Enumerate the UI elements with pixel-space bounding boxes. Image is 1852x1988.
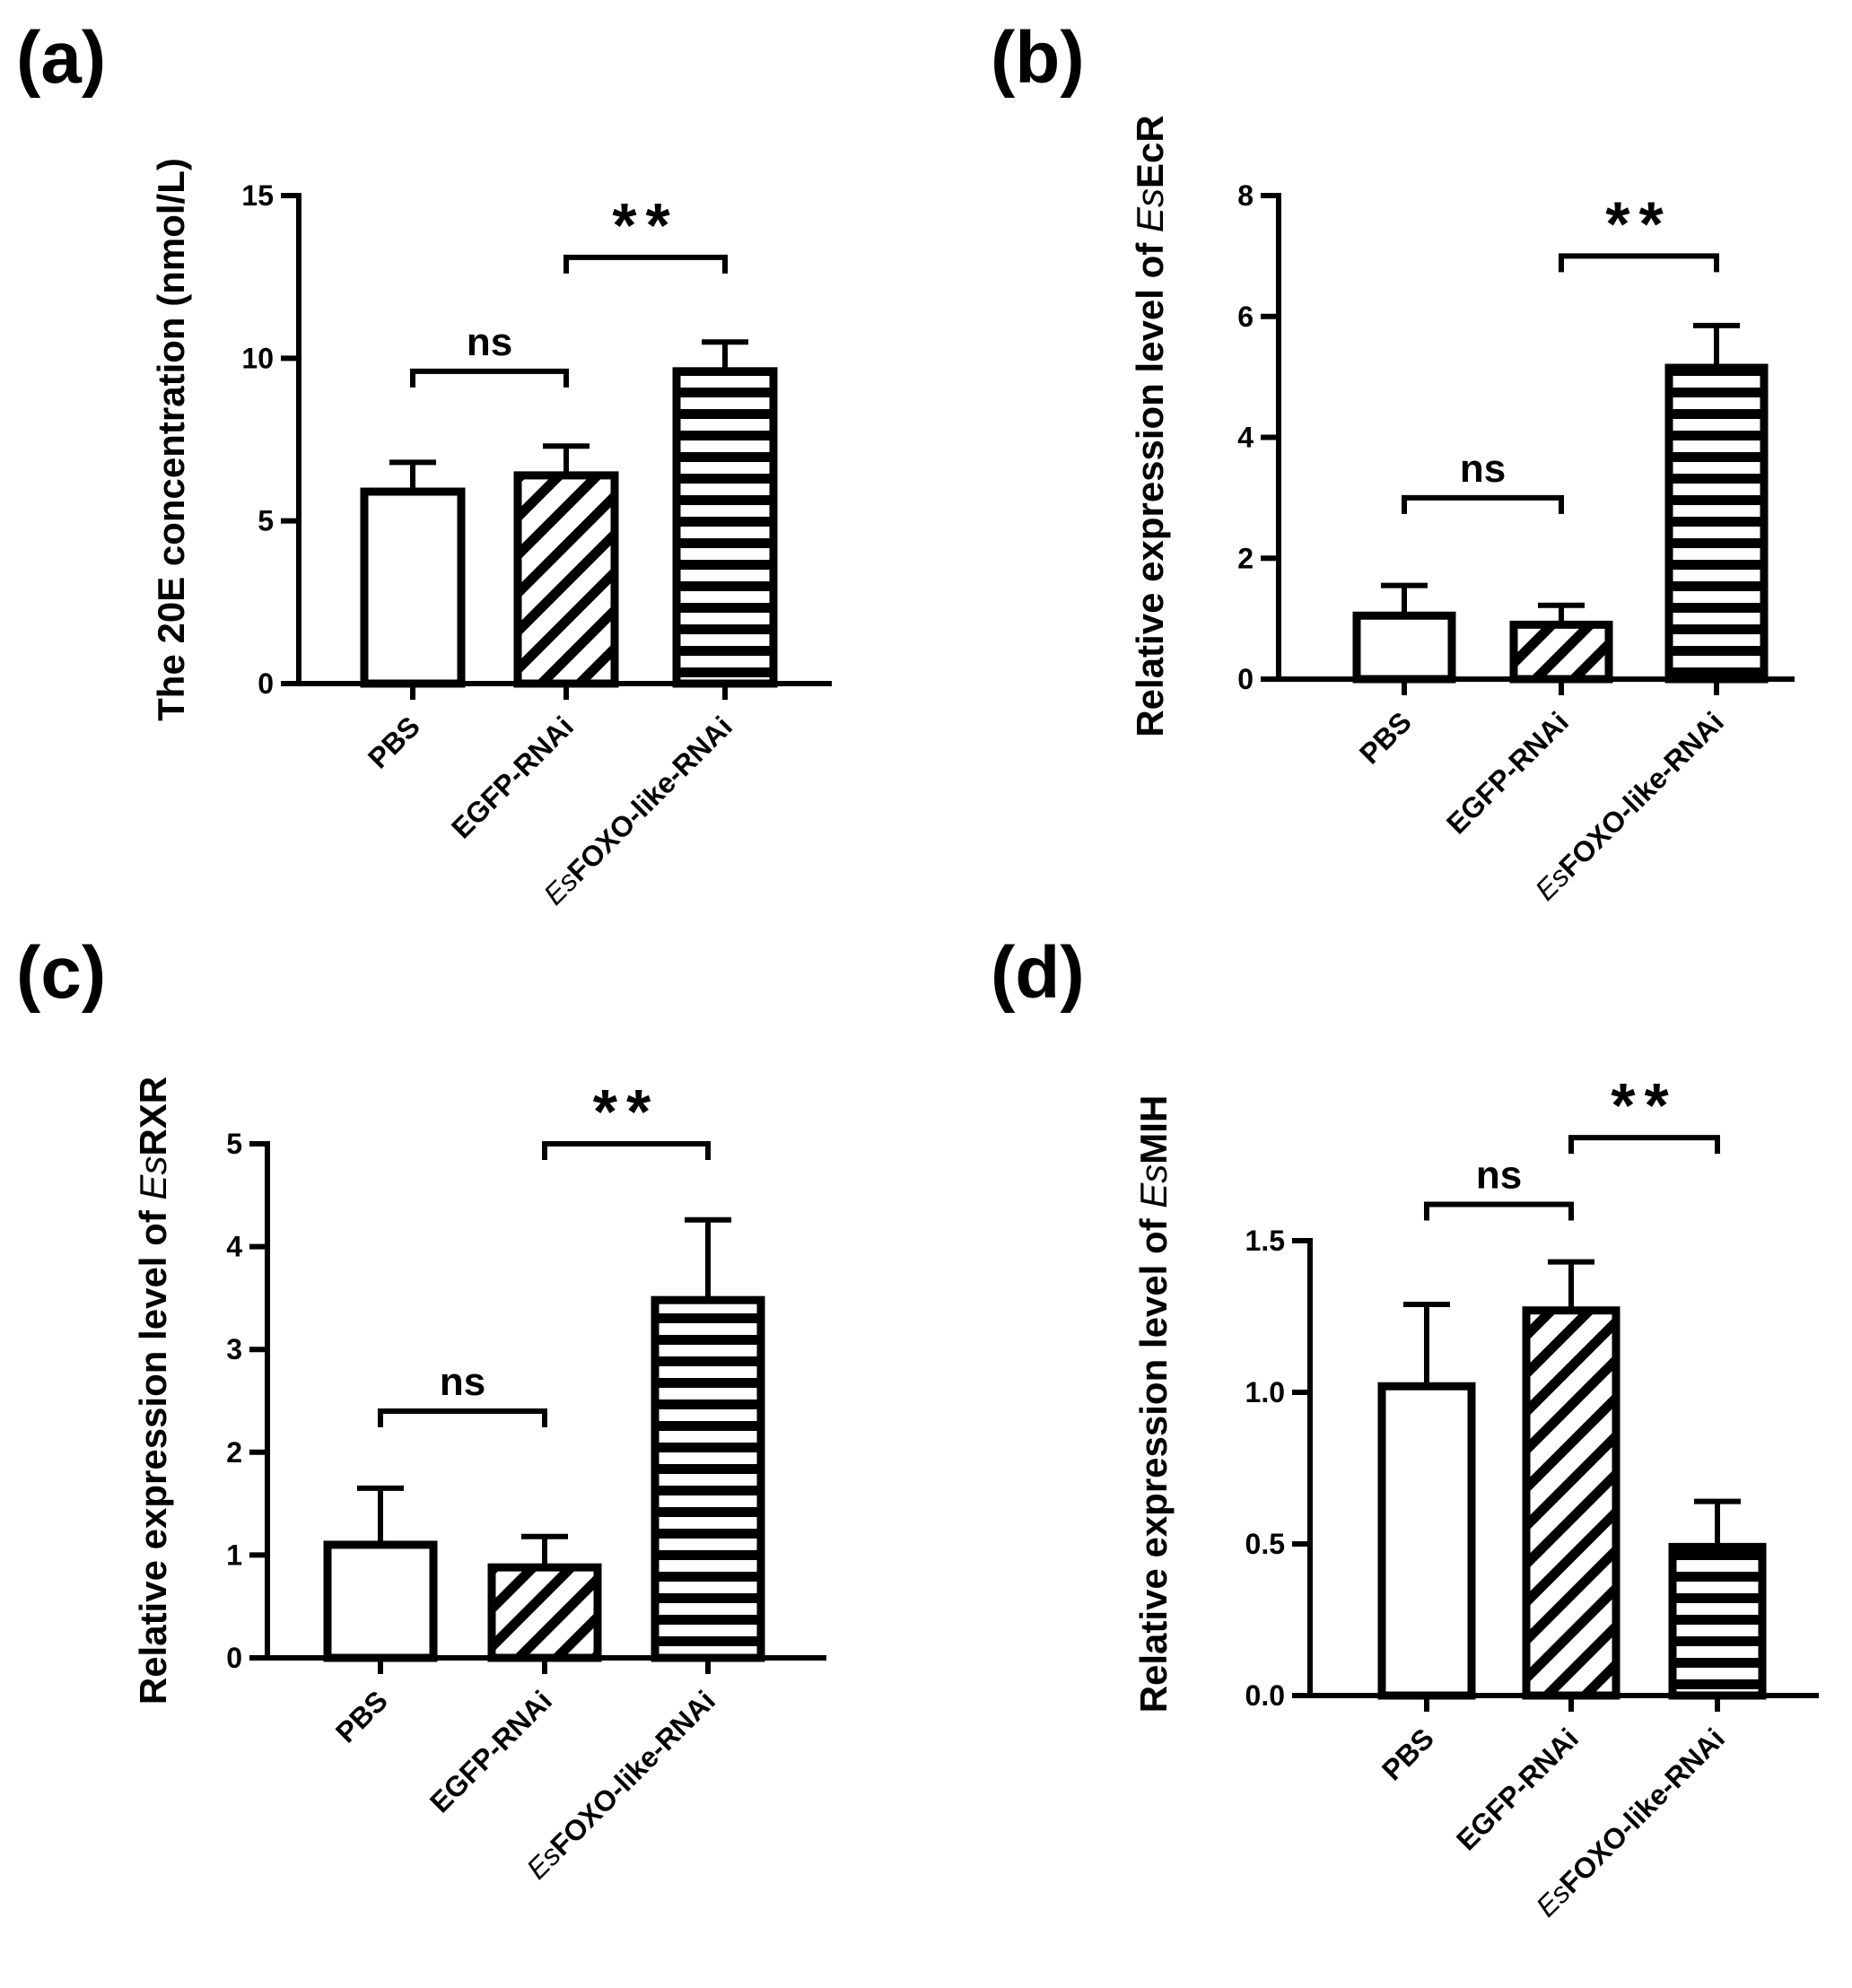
panel-2-ytick-label: 0 xyxy=(1237,663,1254,695)
panel-4-sig-label: ns xyxy=(1476,1153,1522,1197)
panel-3-ytick-label: 4 xyxy=(226,1231,242,1263)
panel-1-ytick-label: 10 xyxy=(241,342,274,374)
panel-3-ytick-label: 0 xyxy=(226,1642,242,1674)
panel-4-label: (d) xyxy=(991,932,1085,1014)
panel-3-y-axis-title: Relative expression level of EsRXR xyxy=(132,1077,174,1705)
panel-2-xtick-label: EGFP-RNAi xyxy=(1440,705,1575,840)
panel-3-bar-1 xyxy=(323,1540,438,1662)
panel-2-bar-1 xyxy=(1352,611,1456,684)
panel-4-bar-2 xyxy=(1522,1306,1620,1700)
panel-3-xtick-label: PBS xyxy=(329,1684,394,1748)
panel-1-ytick-label: 5 xyxy=(258,505,274,537)
panel-4-sig-label: ** xyxy=(1611,1070,1677,1140)
panel-1-ytick-label: 0 xyxy=(258,667,274,700)
panel-4-y-axis-title: Relative expression level of EsMIH xyxy=(1132,1095,1175,1713)
panel-2-ytick-label: 8 xyxy=(1237,179,1254,212)
panel-3-sig-bracket xyxy=(542,1141,711,1160)
panel-4-ytick-label: 0.0 xyxy=(1245,1679,1285,1712)
panel-2-bar-3 xyxy=(1664,363,1769,684)
panel-1-bar-2 xyxy=(513,471,619,688)
panel-2-ytick-label: 2 xyxy=(1237,542,1254,574)
panel-2-ytick-label: 4 xyxy=(1237,422,1254,454)
panel-1-bar-1 xyxy=(360,487,466,688)
panel-1-sig-label: ** xyxy=(612,190,678,260)
panel-3-sig-bracket xyxy=(378,1408,547,1427)
panel-1-sig-bracket xyxy=(563,254,728,274)
panel-2-xtick-label: PBS xyxy=(1353,705,1418,770)
panel-2-sig-label: ** xyxy=(1605,188,1672,258)
panel-1-sig-bracket xyxy=(410,368,569,388)
panel-4-xtick-label: EGFP-RNAi xyxy=(1450,1722,1585,1856)
panel-2-label: (b) xyxy=(991,17,1085,99)
panel-4-ytick-label: 1.5 xyxy=(1245,1225,1285,1257)
panel-3-bar-3 xyxy=(651,1295,765,1662)
panel-4-bar-1 xyxy=(1377,1382,1476,1700)
panel-4-ytick-label: 1.0 xyxy=(1245,1376,1285,1408)
panel-3-ytick-label: 1 xyxy=(226,1539,242,1571)
panel-1-label: (a) xyxy=(16,17,106,99)
panel-3-sig-label: ns xyxy=(440,1360,485,1404)
panel-4-sig-bracket xyxy=(1424,1201,1574,1221)
panel-1-xtick-label: EGFP-RNAi xyxy=(445,710,580,844)
panel-2-sig-label: ns xyxy=(1460,447,1506,491)
panel-4-bar-3 xyxy=(1668,1542,1767,1700)
panel-4-sig-bracket xyxy=(1568,1135,1720,1155)
panel-3-label: (c) xyxy=(16,932,106,1014)
panel-2-sig-bracket xyxy=(1402,494,1564,514)
panel-3-sig-label: ** xyxy=(593,1077,660,1147)
panel-2-bar-2 xyxy=(1509,620,1613,684)
panel-1-y-axis-title: The 20E concentration (nmol/L) xyxy=(150,158,192,721)
panel-2-ytick-label: 6 xyxy=(1237,301,1254,333)
panel-3-xtick-label: EGFP-RNAi xyxy=(424,1684,558,1818)
panel-3-ytick-label: 2 xyxy=(226,1436,242,1469)
panel-2-y-axis-title: Relative expression level of EsEcR xyxy=(1129,115,1171,737)
panel-3-ytick-label: 3 xyxy=(226,1333,242,1365)
panel-4-xtick-label: PBS xyxy=(1376,1722,1440,1786)
panel-2-sig-bracket xyxy=(1559,253,1719,273)
panel-3-ytick-label: 5 xyxy=(226,1128,242,1160)
panel-1-ytick-label: 15 xyxy=(241,179,274,212)
panel-1-xtick-label: PBS xyxy=(362,710,426,774)
panel-3-bar-2 xyxy=(487,1563,602,1662)
panel-1-sig-label: ns xyxy=(467,320,512,364)
panel-4-ytick-label: 0.5 xyxy=(1245,1528,1285,1560)
panel-1-bar-3 xyxy=(672,367,778,688)
